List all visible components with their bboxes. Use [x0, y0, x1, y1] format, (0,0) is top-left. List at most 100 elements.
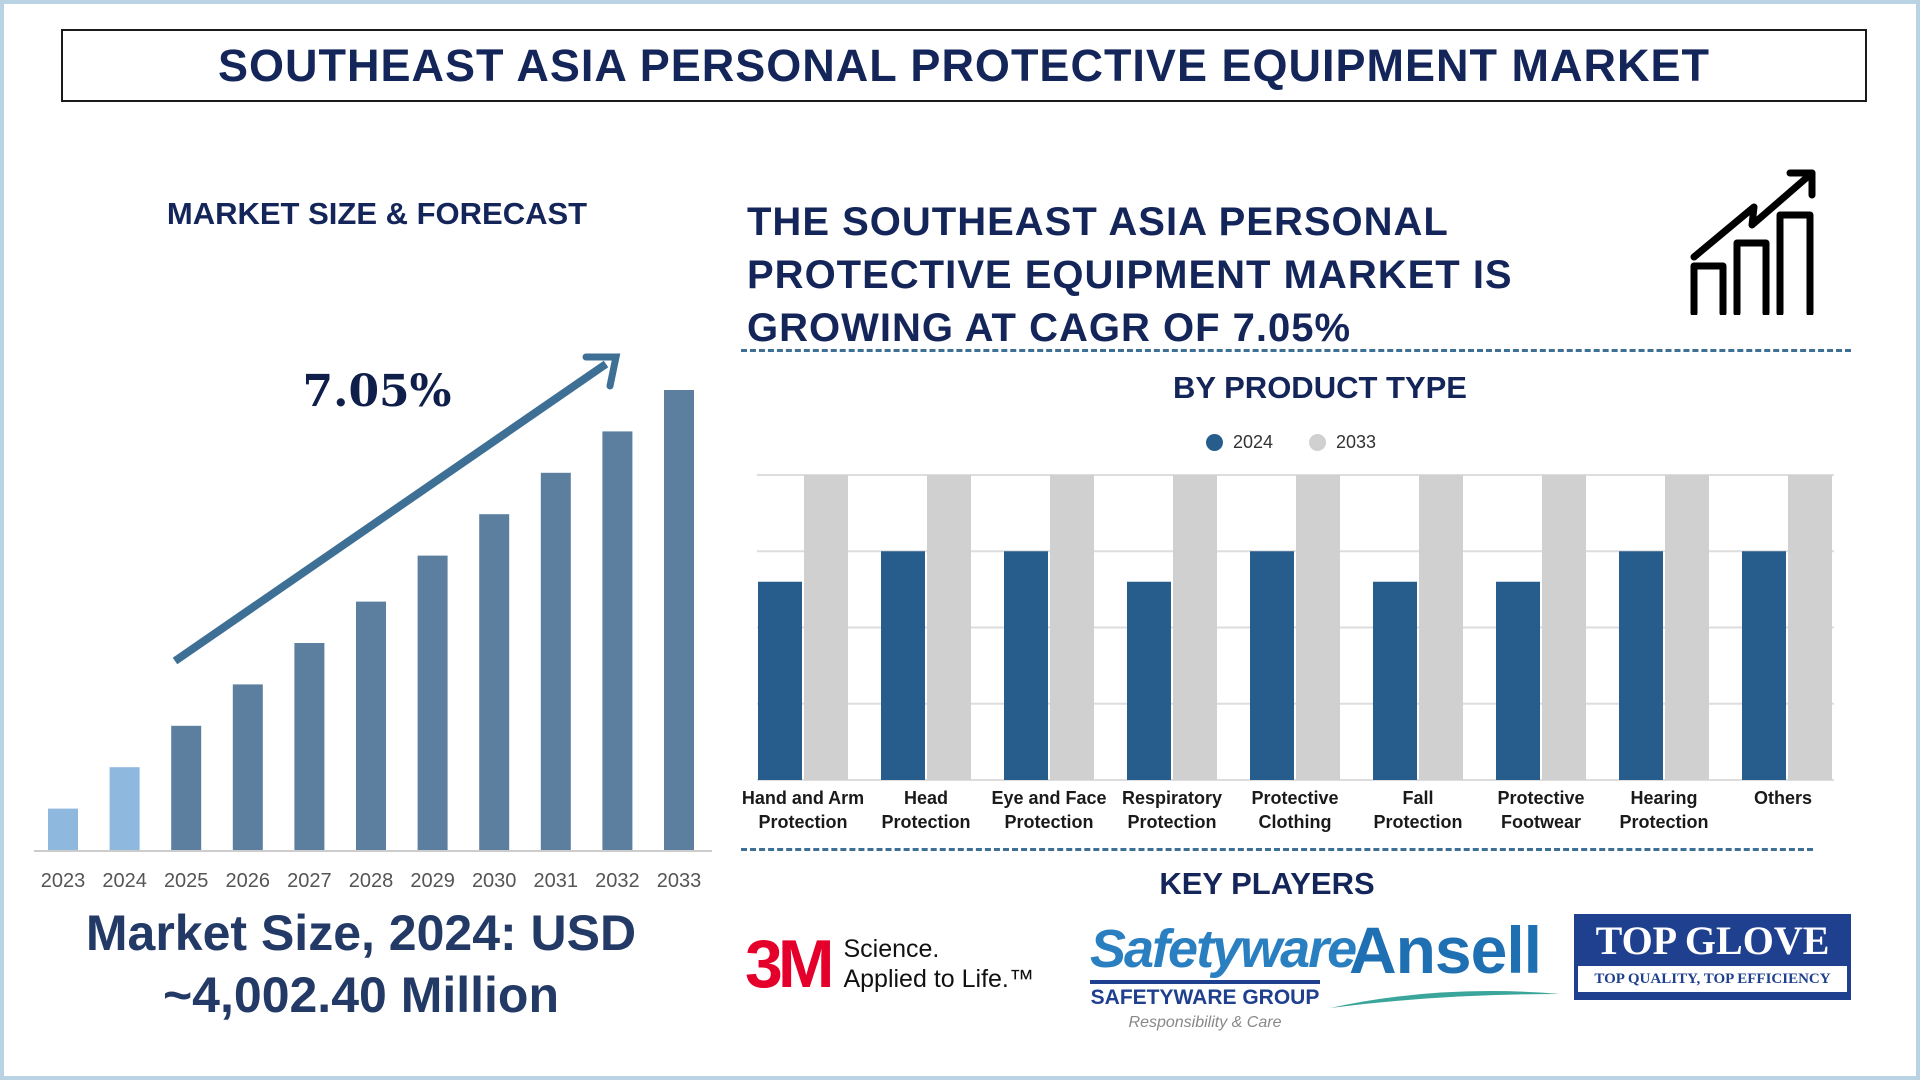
- safetyware-tagline: Responsibility & Care: [1128, 1014, 1282, 1031]
- legend-swatch: [1206, 434, 1223, 451]
- category-label: Protective Clothing: [1220, 786, 1370, 834]
- legend-swatch: [1309, 434, 1326, 451]
- cagr-headline: THE SOUTHEAST ASIA PERSONAL PROTECTIVE E…: [747, 196, 1513, 355]
- year-label: 2029: [410, 870, 455, 892]
- category-label-line: Others: [1753, 788, 1813, 808]
- forecast-bar: [540, 472, 571, 850]
- bar-2033: [804, 475, 848, 780]
- market-size-line1: Market Size, 2024: USD: [85, 905, 637, 961]
- category-label-line: Protection: [1619, 812, 1709, 832]
- category-label: Respiratory Protection: [1097, 786, 1247, 834]
- headline-line: PROTECTIVE EQUIPMENT MARKET IS: [747, 253, 1513, 297]
- category-label-line: Clothing: [1258, 812, 1332, 832]
- bar-2033: [1542, 475, 1586, 780]
- safetyware-wordmark: Safetyware: [1090, 918, 1357, 984]
- forecast-chart: [34, 353, 712, 852]
- category-label-line: Fall: [1402, 788, 1434, 808]
- category-label-line: Respiratory: [1121, 788, 1223, 808]
- bar-2024: [1742, 551, 1786, 780]
- bar-2024: [758, 581, 802, 780]
- category-label: Protective Footwear: [1466, 786, 1616, 834]
- bar-2033: [1296, 475, 1340, 780]
- forecast-bar: [417, 555, 448, 850]
- category-label-line: Protective: [1497, 788, 1585, 808]
- category-label-line: Hearing: [1630, 788, 1698, 808]
- category-label-line: Head: [903, 788, 948, 808]
- year-label: 2026: [225, 870, 271, 892]
- legend-label: 2024: [1233, 432, 1274, 452]
- year-label: 2030: [471, 870, 517, 892]
- market-size-heading: MARKET SIZE & FORECAST: [166, 196, 588, 231]
- year-label: 2025: [163, 870, 209, 892]
- 3m-wordmark: 3M: [745, 926, 834, 1002]
- 3m-tagline: Applied to Life.™: [843, 965, 1034, 993]
- bar-2024: [1127, 581, 1171, 780]
- divider: [741, 848, 1813, 851]
- forecast-bar: [109, 767, 140, 850]
- year-label: 2033: [656, 870, 702, 892]
- bar-2024: [1373, 581, 1417, 780]
- forecast-bar: [664, 390, 694, 850]
- category-label-line: Protection: [1004, 812, 1094, 832]
- growth-arrow-shaft: [172, 360, 609, 665]
- legend-label: 2033: [1336, 432, 1377, 452]
- forecast-bar: [48, 808, 78, 850]
- category-label: Hand and Arm Protection: [728, 786, 878, 834]
- bar-2033: [1050, 475, 1094, 780]
- headline-line: THE SOUTHEAST ASIA PERSONAL: [747, 200, 1449, 244]
- 3m-tagline: Science.: [843, 935, 940, 963]
- year-label: 2024: [102, 870, 147, 892]
- category-label-line: Protection: [1127, 812, 1217, 832]
- forecast-bar: [232, 684, 263, 850]
- year-label: 2031: [533, 870, 579, 892]
- bar-2024: [1250, 551, 1294, 780]
- year-label: 2027: [287, 870, 332, 892]
- forecast-bar: [294, 643, 325, 850]
- ansell-wordmark: Ansell: [1348, 913, 1542, 987]
- top-glove-wordmark: TOP GLOVE: [1595, 918, 1830, 963]
- category-label-line: Hand and Arm: [741, 788, 865, 808]
- category-label-line: Protection: [881, 812, 971, 832]
- key-players-heading: KEY PLAYERS: [1159, 866, 1375, 901]
- bar-2024: [1496, 581, 1540, 780]
- category-label: Hearing Protection: [1589, 786, 1739, 834]
- category-label-line: Footwear: [1500, 812, 1581, 832]
- page-title: SOUTHEAST ASIA PERSONAL PROTECTIVE EQUIP…: [61, 29, 1867, 102]
- category-label-line: Protective: [1251, 788, 1339, 808]
- ansell-swoosh: [1330, 991, 1560, 1008]
- top-glove-tagline: TOP QUALITY, TOP EFFICIENCY: [1578, 966, 1847, 992]
- category-label-line: Protection: [758, 812, 848, 832]
- bar-2033: [1173, 475, 1217, 780]
- safetyware-group: SAFETYWARE GROUP: [1090, 986, 1320, 1009]
- category-label-line: Protection: [1373, 812, 1463, 832]
- bar-2033: [927, 475, 971, 780]
- category-label: Others: [1708, 786, 1858, 810]
- forecast-bar: [602, 431, 633, 850]
- category-label: Eye and Face Protection: [974, 786, 1124, 834]
- logo-top-glove: TOP GLOVE TOP QUALITY, TOP EFFICIENCY: [1574, 914, 1851, 1000]
- logo-safetyware: Safetyware SAFETYWARE GROUP Responsibili…: [1090, 918, 1357, 1032]
- bar-2033: [1665, 475, 1709, 780]
- forecast-bar: [479, 514, 510, 850]
- divider: [741, 349, 1851, 352]
- category-label: Head Protection: [851, 786, 1001, 834]
- logo-3m: 3M Science. Applied to Life.™: [745, 925, 1034, 1003]
- bar-2024: [881, 551, 925, 780]
- category-label-line: Eye and Face: [991, 788, 1107, 808]
- market-size-line2: ~4,002.40 Million: [162, 967, 560, 1023]
- category-label: Fall Protection: [1343, 786, 1493, 834]
- bar-2033: [1419, 475, 1463, 780]
- cagr-label: 7.05%: [302, 366, 452, 417]
- forecast-bar: [171, 725, 202, 850]
- product-type-chart: [757, 474, 1834, 781]
- legend-2024: 2024: [1206, 432, 1273, 453]
- growth-arrow-head: [582, 353, 621, 390]
- forecast-bar: [356, 601, 386, 850]
- product-type-heading: BY PRODUCT TYPE: [1173, 370, 1467, 405]
- bar-2024: [1004, 551, 1048, 780]
- bar-2024: [1619, 551, 1663, 780]
- bar-2033: [1788, 475, 1832, 780]
- logo-ansell: Ansell: [1330, 912, 1560, 1015]
- headline-line: GROWING AT CAGR OF 7.05%: [747, 306, 1352, 350]
